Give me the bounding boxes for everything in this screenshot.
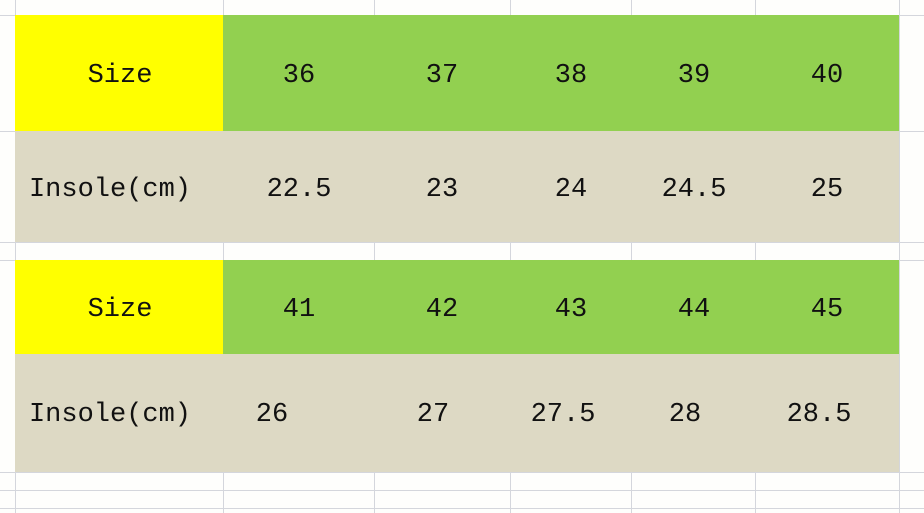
size-label: Size [87,295,153,325]
insole-value: 24.5 [661,175,727,205]
size-value: 44 [677,295,711,325]
size-label-cell[interactable] [15,260,223,354]
size-value: 39 [677,61,711,91]
size-value: 40 [810,61,844,91]
insole-value: 26 [255,400,289,430]
insole-value: 27 [416,400,450,430]
size-value: 38 [554,61,588,91]
insole-value: 28.5 [786,400,852,430]
size-value: 37 [425,61,459,91]
insole-value: 23 [425,175,459,205]
size-label: Size [87,61,153,91]
size-value: 42 [425,295,459,325]
insole-label: Insole(cm) [28,400,192,430]
insole-value: 22.5 [266,175,332,205]
size-value: 45 [810,295,844,325]
insole-value: 27.5 [530,400,596,430]
insole-row[interactable] [15,354,899,472]
size-row[interactable] [223,260,899,354]
size-row[interactable] [223,15,899,131]
size-value: 41 [282,295,316,325]
size-label-cell[interactable] [15,15,223,131]
insole-label: Insole(cm) [28,175,192,205]
size-value: 43 [554,295,588,325]
insole-value: 28 [668,400,702,430]
insole-value: 24 [554,175,588,205]
insole-row[interactable] [15,131,899,242]
insole-value: 25 [810,175,844,205]
size-value: 36 [282,61,316,91]
